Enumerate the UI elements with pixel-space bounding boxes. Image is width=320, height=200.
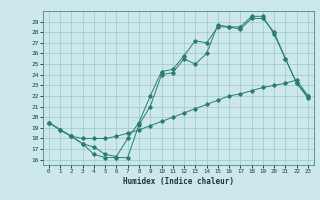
X-axis label: Humidex (Indice chaleur): Humidex (Indice chaleur): [123, 177, 234, 186]
